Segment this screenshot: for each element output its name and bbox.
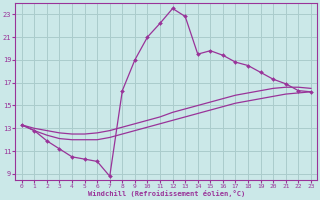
X-axis label: Windchill (Refroidissement éolien,°C): Windchill (Refroidissement éolien,°C): [88, 190, 245, 197]
